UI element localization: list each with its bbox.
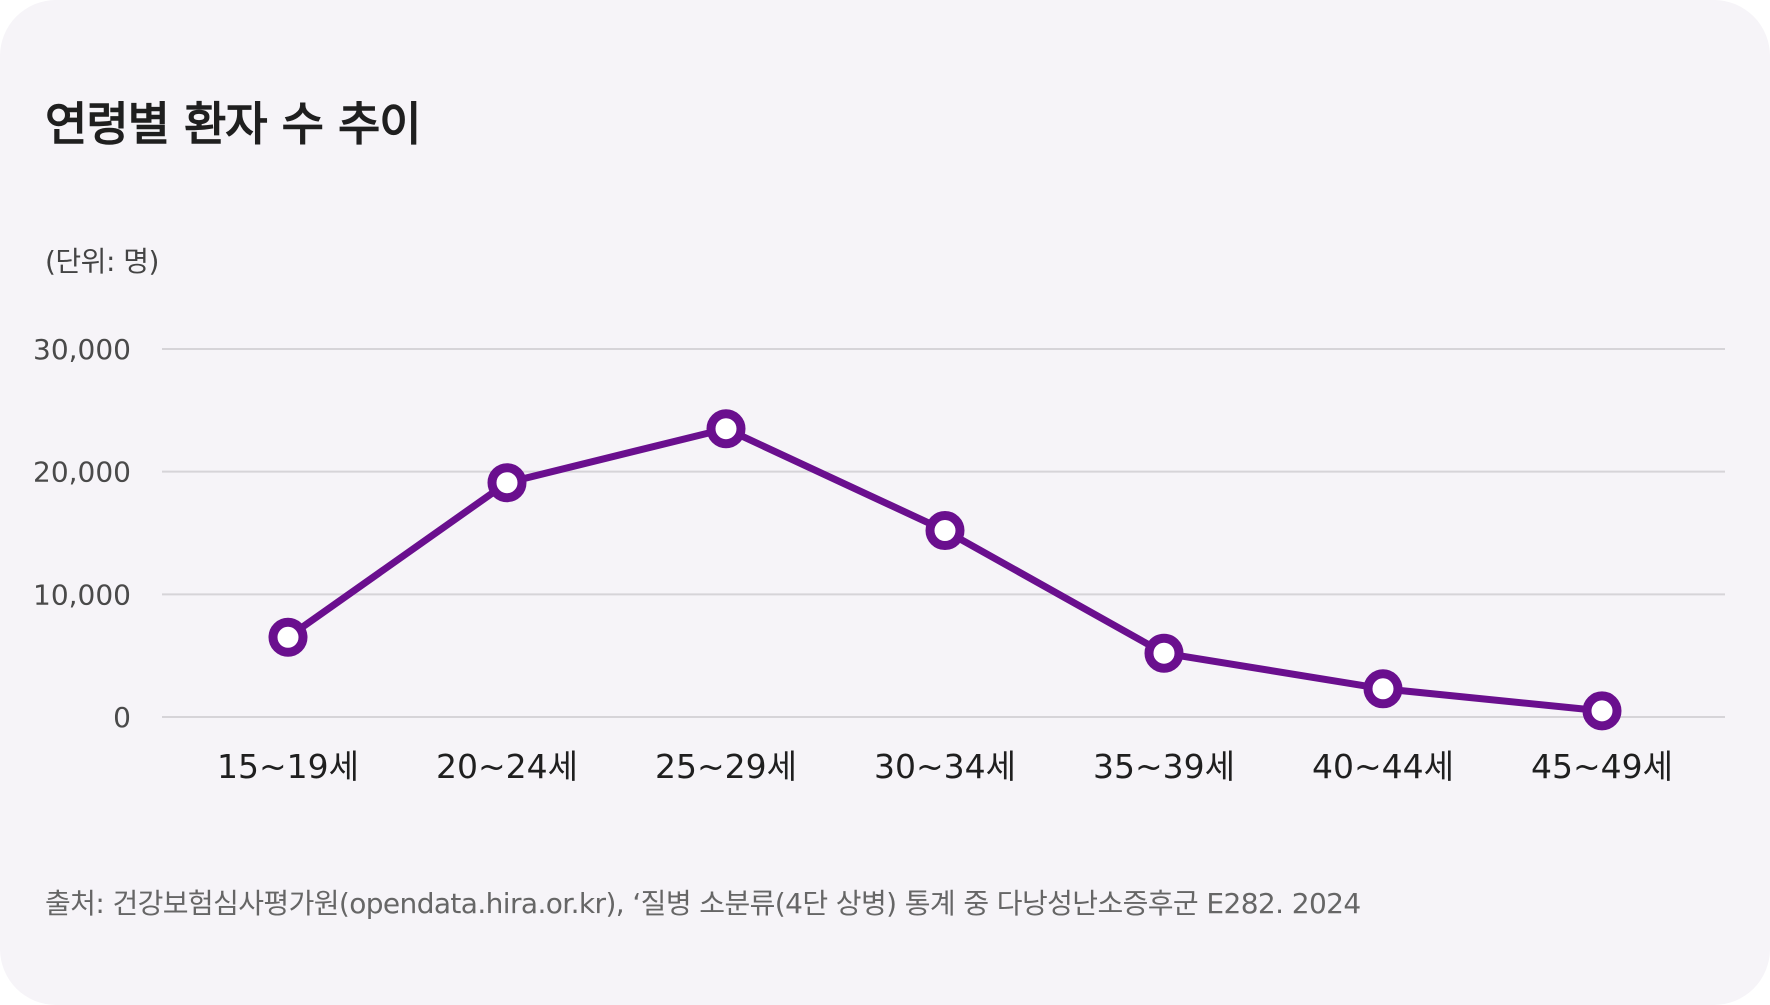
data-point [1582, 691, 1622, 731]
x-tick-label: 45~49세 [1531, 747, 1673, 786]
unit-label: (단위: 명) [45, 245, 159, 278]
data-point [268, 617, 308, 657]
data-points [268, 409, 1622, 731]
data-point [1363, 669, 1403, 709]
y-tick-label: 20,000 [33, 456, 131, 489]
x-tick-label: 40~44세 [1312, 747, 1454, 786]
grid-lines [162, 348, 1725, 718]
data-point [706, 409, 746, 449]
y-tick-label: 0 [113, 701, 131, 734]
x-tick-label: 15~19세 [217, 747, 359, 786]
y-tick-label: 30,000 [33, 333, 131, 366]
data-point [925, 511, 965, 551]
y-tick-label: 10,000 [33, 578, 131, 611]
x-tick-label: 25~29세 [655, 747, 797, 786]
x-tick-label: 20~24세 [436, 747, 578, 786]
chart-title: 연령별 환자 수 추이 [45, 97, 422, 151]
data-point [1144, 633, 1184, 673]
x-tick-label: 30~34세 [874, 747, 1016, 786]
y-axis-ticks: 0 10,000 20,000 30,000 [33, 333, 131, 734]
x-tick-label: 35~39세 [1093, 747, 1235, 786]
x-axis-ticks: 15~19세 20~24세 25~29세 30~34세 35~39세 40~44세 45~4… [217, 747, 1673, 786]
source-note: 출처: 건강보험심사평가원(opendata.hira.or.kr), ‘질병 … [45, 887, 1361, 920]
data-point [487, 463, 527, 503]
